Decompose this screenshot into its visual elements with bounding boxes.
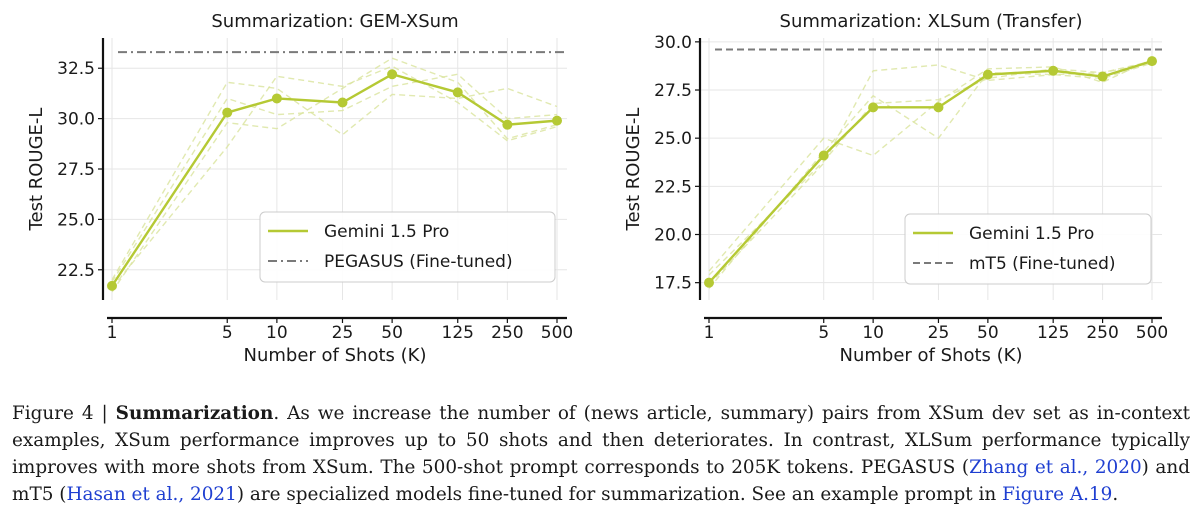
run-line: [708, 62, 1153, 276]
y-tick-label: 27.5: [654, 81, 692, 101]
y-axis-label: Test ROUGE-L: [26, 108, 47, 232]
x-tick-label: 250: [1086, 323, 1118, 343]
legend: Gemini 1.5 Pro PEGASUS (Fine-tuned): [259, 211, 556, 283]
data-point: [704, 277, 714, 288]
data-point: [387, 69, 398, 80]
run-line: [708, 62, 1153, 289]
caption-bold: Summarization: [115, 403, 274, 424]
data-point: [452, 87, 463, 98]
y-tick-label: 32.5: [57, 59, 95, 79]
legend: Gemini 1.5 Pro mT5 (Fine-tuned): [904, 213, 1152, 285]
x-tick-label: 125: [442, 323, 474, 343]
legend-label-gemini: Gemini 1.5 Pro: [969, 224, 1094, 244]
data-point: [868, 102, 879, 113]
data-point: [337, 97, 348, 108]
x-tick-label: 5: [818, 323, 829, 343]
y-tick-label: 17.5: [654, 274, 692, 294]
y-tick-label: 22.5: [57, 261, 95, 281]
y-tick-label: 25.0: [57, 210, 95, 230]
figure-ref-link[interactable]: Figure A.19: [1002, 484, 1113, 505]
citation-link-zhang[interactable]: Zhang et al., 2020: [969, 457, 1142, 478]
data-point: [552, 115, 562, 126]
x-axis-label: Number of Shots (K): [244, 345, 427, 366]
x-tick-label: 1: [107, 323, 118, 343]
x-tick-label: 5: [222, 323, 233, 343]
y-tick-label: 30.0: [654, 33, 692, 53]
data-point: [1048, 65, 1059, 76]
data-point: [502, 119, 513, 130]
data-point: [818, 150, 829, 161]
y-axis-label: Test ROUGE-L: [623, 108, 644, 232]
y-tick-label: 27.5: [57, 160, 95, 180]
x-tick-label: 50: [381, 323, 403, 343]
figure-charts: 22.525.027.530.032.51 5 10 25 50 125 250 500Sum…: [26, 11, 1168, 366]
legend-label-reference: PEGASUS (Fine-tuned): [324, 252, 513, 272]
run-line: [111, 81, 558, 281]
caption-prefix: Figure 4 |: [12, 403, 116, 424]
run-line: [708, 58, 1153, 272]
legend-box: [904, 213, 1152, 285]
data-point: [107, 280, 117, 291]
x-axis-label: Number of Shots (K): [840, 345, 1023, 366]
x-tick-label: 250: [491, 323, 523, 343]
legend-label-gemini: Gemini 1.5 Pro: [324, 222, 449, 242]
figure-caption: Figure 4 | Summarization. As we increase…: [12, 400, 1190, 508]
x-tick-label: 125: [1037, 323, 1069, 343]
citation-link-hasan[interactable]: Hasan et al., 2021: [66, 484, 237, 505]
y-tick-label: 20.0: [654, 226, 692, 246]
legend-box: [259, 211, 556, 283]
x-tick-label: 10: [266, 323, 288, 343]
x-tick-label: 25: [332, 323, 354, 343]
caption-text-2: ) and mT5 (: [12, 457, 1190, 505]
y-tick-label: 25.0: [654, 129, 692, 149]
data-point: [222, 107, 233, 118]
data-point: [1147, 56, 1157, 67]
data-point: [271, 93, 282, 104]
x-tick-label: 50: [977, 323, 999, 343]
data-point: [1097, 71, 1108, 82]
data-point: [933, 102, 944, 113]
chart-xlsum: 17.5 20.0 22.5 25.0 27.5 30.0 1 5 10 25 50 125 250 50…: [623, 11, 1168, 366]
data-point: [982, 69, 993, 80]
chart-xsum: 22.5 25.0 27.5 30.0 32.5 1 5 10 25 50 125 250 500 Sum…: [26, 11, 573, 366]
run-line: [111, 73, 558, 283]
run-line: [111, 57, 558, 293]
x-tick-label: 500: [541, 323, 573, 343]
legend-label-reference: mT5 (Fine-tuned): [969, 254, 1116, 274]
series-line: [111, 72, 558, 287]
x-tick-label: 10: [862, 323, 884, 343]
caption-text-3: ) are specialized models fine-tuned for …: [236, 484, 1003, 505]
series-line: [708, 59, 1153, 284]
chart-title: Summarization: GEM-XSum: [211, 11, 458, 32]
chart-title: Summarization: XLSum (Transfer): [780, 11, 1083, 32]
x-tick-label: 25: [928, 323, 950, 343]
y-tick-label: 22.5: [654, 177, 692, 197]
y-tick-label: 30.0: [57, 110, 95, 130]
x-tick-label: 500: [1136, 323, 1168, 343]
x-tick-label: 1: [704, 323, 715, 343]
caption-text-4: .: [1112, 484, 1119, 505]
run-line: [111, 65, 558, 289]
caption-text-1: . As we increase the number of (news art…: [12, 403, 1190, 478]
